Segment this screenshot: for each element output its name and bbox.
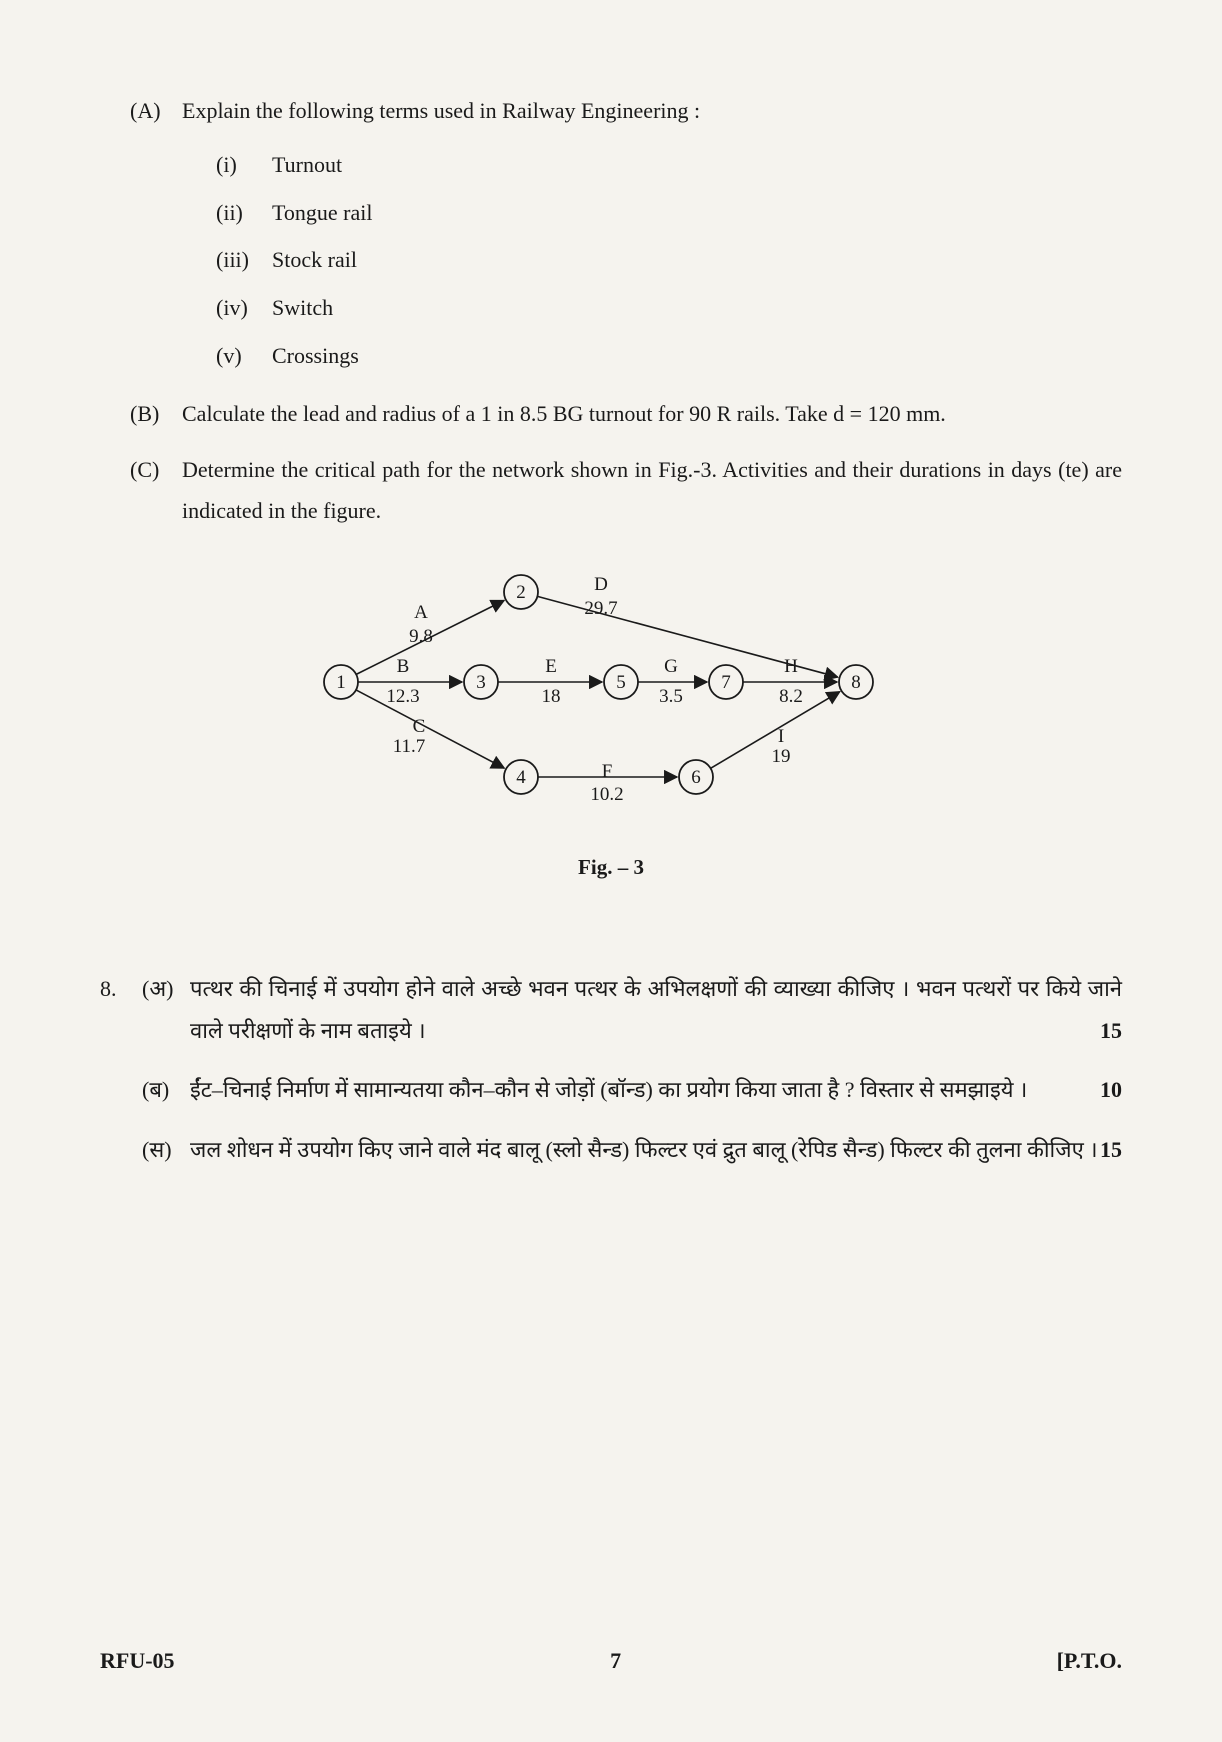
part-a-text: Explain the following terms used in Rail…: [182, 90, 1122, 132]
network-node-label: 4: [516, 767, 526, 788]
part-b-text: Calculate the lead and radius of a 1 in …: [182, 393, 1122, 435]
edge-name-label: C: [413, 716, 426, 737]
part-b-label: (B): [130, 393, 182, 435]
network-node-label: 6: [691, 767, 701, 788]
footer-page: 7: [610, 1640, 621, 1682]
edge-name-label: F: [602, 761, 613, 782]
sub-item-text: Stock rail: [272, 239, 1122, 281]
q8-number: 8.: [100, 968, 142, 1052]
sub-item-text: Crossings: [272, 335, 1122, 377]
edge-name-label: H: [784, 656, 798, 677]
sub-item-text: Tongue rail: [272, 192, 1122, 234]
part-c-text: Determine the critical path for the netw…: [182, 449, 1122, 533]
q8-part-text: जल शोधन में उपयोग किए जाने वाले मंद बालू…: [190, 1129, 1122, 1171]
edge-name-label: D: [594, 574, 608, 595]
part-c-label: (C): [130, 449, 182, 533]
edge-name-label: A: [414, 602, 428, 623]
q8-part-label: (अ): [142, 968, 190, 1052]
part-a-sub-item: (iv)Switch: [216, 287, 1122, 329]
figure-3: A 9.8 B 12.3 C11.7 D 29.7 E 18 F10.2 G 3.5 H 8.2 I19 1 2…: [100, 552, 1122, 888]
question-8: 8.(अ)पत्थर की चिनाई में उपयोग होने वाले …: [100, 968, 1122, 1171]
part-a-label: (A): [130, 90, 182, 132]
edge-duration-label: 10.2: [590, 784, 623, 805]
part-b: (B) Calculate the lead and radius of a 1…: [100, 393, 1122, 435]
edge-duration-label: 19: [772, 746, 791, 767]
edge-name-label: E: [545, 656, 557, 677]
edge-duration-label: 12.3: [386, 686, 419, 707]
sub-item-text: Turnout: [272, 144, 1122, 186]
network-node-label: 3: [476, 672, 486, 693]
edge-name-label: G: [664, 656, 678, 677]
q8-number: [100, 1069, 142, 1111]
network-node-label: 7: [721, 672, 731, 693]
network-diagram: A 9.8 B 12.3 C11.7 D 29.7 E 18 F10.2 G 3.5 H 8.2 I19 1 2…: [301, 552, 921, 822]
edge-duration-label: 3.5: [659, 686, 683, 707]
sub-item-number: (v): [216, 335, 272, 377]
q8-part-text: ईंट–चिनाई निर्माण में सामान्यतया कौन–कौन…: [190, 1069, 1122, 1111]
edge-name-label: B: [397, 656, 410, 677]
part-a: (A) Explain the following terms used in …: [100, 90, 1122, 132]
q8-part: (ब)ईंट–चिनाई निर्माण में सामान्यतया कौन–…: [100, 1069, 1122, 1111]
q8-part-text: पत्थर की चिनाई में उपयोग होने वाले अच्छे…: [190, 968, 1122, 1052]
network-node-label: 2: [516, 582, 526, 603]
figure-caption: Fig. – 3: [100, 848, 1122, 888]
part-a-sub-item: (iii)Stock rail: [216, 239, 1122, 281]
network-node-label: 1: [336, 672, 346, 693]
sub-item-text: Switch: [272, 287, 1122, 329]
q8-part: 8.(अ)पत्थर की चिनाई में उपयोग होने वाले …: [100, 968, 1122, 1052]
edge-duration-label: 18: [542, 686, 561, 707]
footer-code: RFU-05: [100, 1640, 175, 1682]
edge-duration-label: 8.2: [779, 686, 803, 707]
sub-item-number: (ii): [216, 192, 272, 234]
part-a-sub-item: (i)Turnout: [216, 144, 1122, 186]
edge-duration-label: 29.7: [584, 598, 617, 619]
part-c: (C) Determine the critical path for the …: [100, 449, 1122, 533]
q8-part-label: (ब): [142, 1069, 190, 1111]
footer-pto: [P.T.O.: [1057, 1640, 1122, 1682]
edge-duration-label: 11.7: [393, 736, 426, 757]
q8-part-label: (स): [142, 1129, 190, 1171]
q8-part-marks: 15: [1100, 1010, 1122, 1052]
network-node-label: 8: [851, 672, 861, 693]
network-edge: [356, 690, 504, 768]
edge-duration-label: 9.8: [409, 626, 433, 647]
edge-name-label: I: [778, 726, 784, 747]
q8-part: (स)जल शोधन में उपयोग किए जाने वाले मंद ब…: [100, 1129, 1122, 1171]
part-a-sub-item: (v)Crossings: [216, 335, 1122, 377]
sub-item-number: (iii): [216, 239, 272, 281]
sub-item-number: (iv): [216, 287, 272, 329]
q8-number: [100, 1129, 142, 1171]
q8-part-marks: 15: [1100, 1129, 1122, 1171]
network-node-label: 5: [616, 672, 626, 693]
q8-part-marks: 10: [1100, 1069, 1122, 1111]
part-a-sub-item: (ii)Tongue rail: [216, 192, 1122, 234]
sub-item-number: (i): [216, 144, 272, 186]
page-footer: RFU-05 7 [P.T.O.: [100, 1640, 1122, 1682]
